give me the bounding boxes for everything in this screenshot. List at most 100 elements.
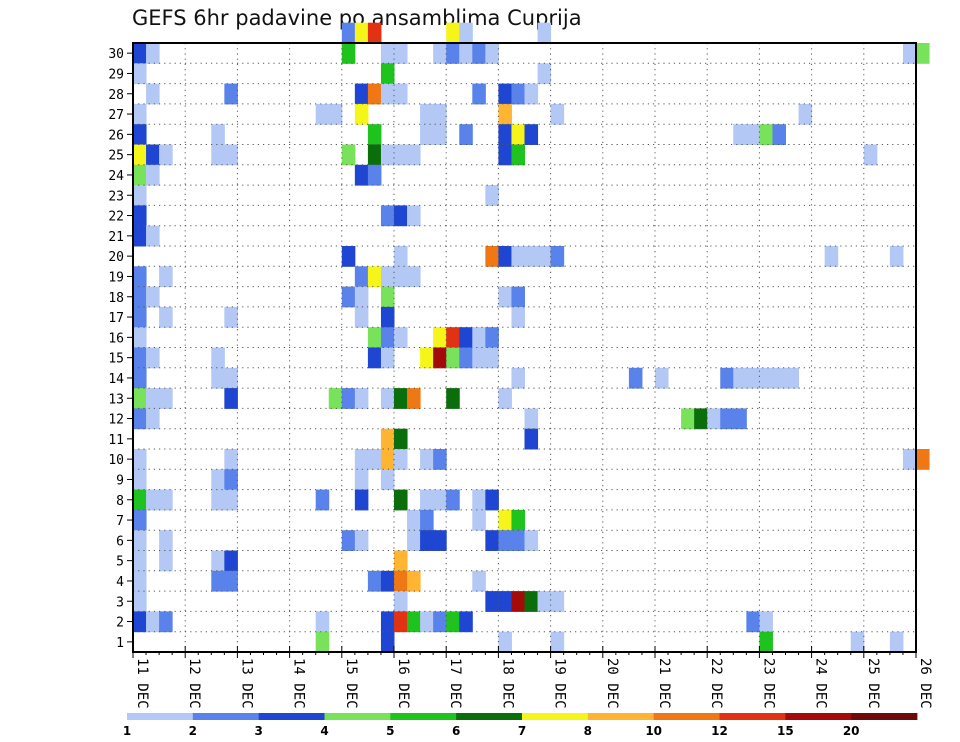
y-tick-label: 15 xyxy=(108,352,124,367)
heatmap-cell xyxy=(394,489,408,511)
heatmap-cell xyxy=(407,530,421,551)
heatmap-cell xyxy=(498,286,512,308)
heatmap-cell xyxy=(459,22,473,44)
heatmap-cell xyxy=(224,306,238,328)
x-tick-label: 17 DEC xyxy=(447,658,463,709)
heatmap-cell xyxy=(746,124,760,145)
heatmap-cell xyxy=(133,469,147,491)
heatmap-cell xyxy=(394,591,408,612)
heatmap-cell xyxy=(446,22,460,44)
heatmap-cell xyxy=(420,449,434,470)
x-tick-label: 11 DEC xyxy=(134,658,150,709)
heatmap-cell xyxy=(394,449,408,470)
heatmap-cell xyxy=(133,347,147,369)
heatmap-cell xyxy=(133,449,147,470)
heatmap-cell xyxy=(159,550,173,572)
heatmap-cell xyxy=(472,347,486,369)
heatmap-cell xyxy=(550,631,565,653)
heatmap-cell xyxy=(159,266,173,288)
heatmap-cell xyxy=(524,408,539,430)
heatmap-cell xyxy=(498,509,512,531)
heatmap-cell xyxy=(224,570,238,592)
heatmap-cell xyxy=(498,144,512,166)
colorbar-label: 4 xyxy=(320,724,328,738)
heatmap-cell xyxy=(328,388,343,409)
heatmap-cell xyxy=(224,489,238,511)
heatmap-cell xyxy=(394,83,408,105)
heatmap-cell xyxy=(394,428,408,450)
heatmap-cell xyxy=(315,103,330,125)
y-tick-label: 11 xyxy=(108,433,124,448)
heatmap-cell xyxy=(902,43,917,64)
heatmap-cell xyxy=(224,83,238,105)
heatmap-cell xyxy=(485,347,499,369)
heatmap-cell xyxy=(550,103,565,125)
heatmap-cell xyxy=(472,570,486,592)
heatmap-cell xyxy=(720,367,734,389)
heatmap-cell xyxy=(354,469,369,491)
heatmap-cell xyxy=(354,164,369,186)
heatmap-cell xyxy=(511,591,525,612)
heatmap-cell xyxy=(420,530,434,551)
colorbar-swatch xyxy=(719,713,786,720)
colorbar-swatch xyxy=(851,713,918,720)
heatmap-cell xyxy=(420,489,434,511)
heatmap-cell xyxy=(133,164,147,186)
heatmap-cell xyxy=(511,509,525,531)
heatmap-cell xyxy=(446,388,460,409)
heatmap-cell xyxy=(511,286,525,308)
heatmap-cell xyxy=(511,144,525,166)
heatmap-cell xyxy=(433,530,447,551)
heatmap-cell xyxy=(354,286,369,308)
heatmap-cell xyxy=(498,591,512,612)
colorbar-label: 7 xyxy=(518,724,526,738)
heatmap-cell xyxy=(367,327,382,348)
heatmap-cell xyxy=(889,246,904,267)
colorbar-label: 8 xyxy=(584,724,592,738)
heatmap-cell xyxy=(524,591,539,612)
heatmap-cell xyxy=(759,631,773,653)
heatmap-cell xyxy=(133,205,147,227)
heatmap-cell xyxy=(550,591,565,612)
heatmap-cell xyxy=(380,63,395,85)
heatmap-cell xyxy=(354,22,369,44)
y-tick-label: 18 xyxy=(108,291,124,306)
heatmap-cell xyxy=(628,367,643,389)
heatmap-cell xyxy=(211,570,225,592)
heatmap-cell xyxy=(380,43,395,64)
y-tick-label: 20 xyxy=(108,250,124,265)
colorbar-swatch xyxy=(258,713,325,720)
heatmap-cell xyxy=(420,509,434,531)
heatmap-cell xyxy=(380,631,395,653)
heatmap-cell xyxy=(159,611,173,633)
heatmap-cell xyxy=(380,428,395,450)
heatmap-cell xyxy=(133,327,147,348)
heatmap-cell xyxy=(380,306,395,328)
y-tick-label: 2 xyxy=(116,616,124,631)
heatmap-cell xyxy=(433,449,447,470)
heatmap-cell xyxy=(146,164,160,186)
heatmap-cell xyxy=(459,611,473,633)
x-tick-label: 22 DEC xyxy=(708,658,724,709)
heatmap-cell xyxy=(354,449,369,470)
colorbar-swatch xyxy=(390,713,457,720)
heatmap-cell xyxy=(433,327,447,348)
heatmap-cell xyxy=(159,144,173,166)
heatmap-cell xyxy=(459,327,473,348)
heatmap-cell xyxy=(211,469,225,491)
heatmap-cell xyxy=(446,43,460,64)
heatmap-cell xyxy=(472,43,486,64)
heatmap-cell xyxy=(407,205,421,227)
heatmap-cell xyxy=(315,489,330,511)
heatmap-cell xyxy=(916,43,930,64)
heatmap-cell xyxy=(146,225,160,247)
heatmap-cell xyxy=(511,530,525,551)
y-tick-label: 1 xyxy=(116,636,124,651)
heatmap-cell xyxy=(524,428,539,450)
heatmap-cell xyxy=(341,388,356,409)
y-tick-label: 23 xyxy=(108,189,124,204)
y-tick-label: 10 xyxy=(108,453,124,468)
heatmap-cell xyxy=(224,144,238,166)
heatmap-cell xyxy=(524,246,539,267)
heatmap-cell xyxy=(211,367,225,389)
